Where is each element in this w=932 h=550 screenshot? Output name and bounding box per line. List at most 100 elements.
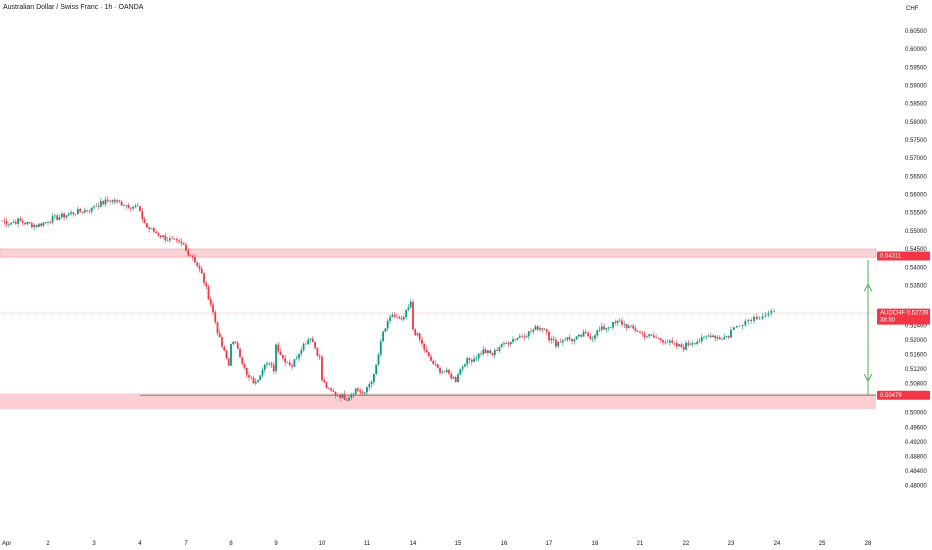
candle-body — [178, 240, 180, 242]
candle-body — [302, 343, 305, 351]
candle-body — [414, 329, 417, 336]
candle-body — [477, 353, 480, 359]
candle-body — [639, 331, 641, 334]
candle-body — [336, 394, 339, 396]
candle-body — [316, 347, 319, 356]
candle-body — [738, 325, 741, 327]
candle-body — [436, 364, 439, 368]
candle-body — [162, 235, 164, 237]
candle-body — [648, 334, 651, 337]
candle-body — [652, 335, 655, 338]
candle-body — [575, 336, 578, 340]
candle-body — [685, 342, 687, 350]
candle-body — [341, 394, 344, 398]
candle-body — [90, 207, 93, 212]
candle-body — [266, 363, 268, 365]
candle-body — [468, 358, 471, 360]
time-tick-label: 10 — [319, 541, 326, 547]
candle-body — [352, 394, 355, 395]
candle-body — [373, 374, 375, 383]
candle-body — [286, 362, 289, 364]
candle-body — [272, 365, 275, 372]
price-tick-label: 0.48000 — [905, 483, 927, 489]
candle-body — [607, 327, 610, 329]
candle-body — [666, 342, 669, 344]
candle-body — [239, 348, 241, 358]
candle-body — [223, 346, 226, 351]
time-tick-label: 25 — [819, 541, 826, 547]
candle-body — [368, 384, 371, 388]
candle-body — [40, 223, 42, 226]
candle-body — [559, 342, 562, 343]
candle-body — [714, 335, 717, 339]
candle-body — [545, 329, 548, 332]
candle-body — [123, 205, 125, 206]
candle-body — [343, 394, 346, 400]
candle-body — [293, 359, 296, 367]
candle-body — [230, 343, 232, 366]
candle-body — [587, 333, 589, 337]
candle-body — [146, 223, 148, 228]
candle-body — [243, 363, 246, 368]
candle-body — [164, 235, 167, 241]
time-tick-label: 18 — [592, 541, 599, 547]
candle-body — [200, 268, 203, 274]
candle-body — [450, 373, 453, 379]
candle-body — [14, 221, 17, 224]
candle-body — [300, 350, 303, 354]
price-tick-label: 0.56500 — [905, 174, 927, 180]
candle-body — [650, 334, 653, 336]
time-axis[interactable]: Apr 2 3 4 7 8 9 10 11 14 15 16 17 18 21 22 23 24 25 28 — [2, 541, 872, 547]
candle-body — [691, 343, 694, 345]
candle-body — [157, 233, 160, 236]
candle-body — [470, 359, 473, 362]
price-tick-label: 0.59500 — [905, 65, 927, 71]
candle-body — [687, 342, 690, 345]
candle-body — [321, 356, 323, 381]
candle-body — [503, 343, 505, 345]
candle-body — [259, 375, 262, 381]
candle-body — [173, 238, 176, 240]
current-price-badge-bg — [877, 308, 930, 325]
candle-body — [571, 339, 573, 342]
candle-body — [254, 381, 257, 384]
time-tick-label: 11 — [364, 541, 371, 547]
candle-body — [100, 201, 102, 207]
candle-body — [473, 358, 475, 362]
candle-body — [621, 320, 623, 325]
candle-body — [694, 343, 696, 344]
price-tick-label: 0.54000 — [905, 265, 927, 271]
candle-body — [616, 321, 619, 323]
candle-body — [773, 310, 776, 312]
price-axis[interactable]: 0.60500 0.60000 0.59500 0.59000 0.58500 0.580… — [905, 29, 927, 490]
candle-body — [534, 326, 537, 330]
candle-body — [709, 335, 712, 338]
candle-body — [279, 351, 282, 355]
candle-body — [707, 335, 710, 337]
time-tick-label: 22 — [683, 541, 690, 547]
candle-body — [309, 338, 312, 340]
candle-body — [70, 212, 72, 214]
candle-body — [398, 317, 401, 319]
candle-body — [669, 340, 671, 343]
time-tick-label: 3 — [92, 541, 96, 547]
resistance-badge-text: 0.54311 — [880, 254, 902, 260]
candle-body — [744, 320, 747, 326]
candle-body — [675, 342, 678, 347]
candle-body — [584, 331, 587, 334]
candle-body — [421, 339, 423, 344]
candle-body — [60, 213, 63, 218]
candle-body — [348, 397, 350, 401]
support-badge-bg — [877, 390, 930, 400]
candle-body — [17, 218, 19, 224]
candle-body — [589, 336, 592, 339]
price-tick-label: 0.51200 — [905, 367, 927, 373]
candle-body — [578, 334, 580, 337]
candle-body — [307, 339, 310, 345]
candle-body — [735, 325, 738, 328]
candle-body — [725, 335, 728, 337]
candle-body — [434, 363, 437, 365]
candle-body — [747, 319, 750, 321]
candle-body — [129, 207, 132, 209]
